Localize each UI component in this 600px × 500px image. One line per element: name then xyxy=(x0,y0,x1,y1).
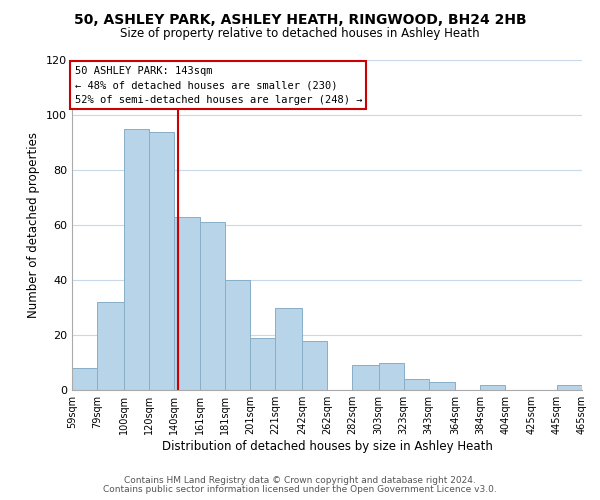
Bar xyxy=(72,368,97,390)
Bar xyxy=(275,308,302,390)
Bar xyxy=(379,362,404,390)
Text: 50 ASHLEY PARK: 143sqm
← 48% of detached houses are smaller (230)
52% of semi-de: 50 ASHLEY PARK: 143sqm ← 48% of detached… xyxy=(74,66,362,105)
Bar xyxy=(250,338,275,390)
Bar xyxy=(557,384,582,390)
Bar xyxy=(149,132,174,390)
Bar xyxy=(302,340,327,390)
Text: Contains HM Land Registry data © Crown copyright and database right 2024.: Contains HM Land Registry data © Crown c… xyxy=(124,476,476,485)
Text: 50, ASHLEY PARK, ASHLEY HEATH, RINGWOOD, BH24 2HB: 50, ASHLEY PARK, ASHLEY HEATH, RINGWOOD,… xyxy=(74,12,526,26)
Text: Size of property relative to detached houses in Ashley Heath: Size of property relative to detached ho… xyxy=(120,28,480,40)
Bar xyxy=(200,222,225,390)
Bar xyxy=(480,384,505,390)
Text: Contains public sector information licensed under the Open Government Licence v3: Contains public sector information licen… xyxy=(103,485,497,494)
Bar xyxy=(352,365,379,390)
Bar xyxy=(97,302,124,390)
Bar xyxy=(429,382,455,390)
Bar xyxy=(225,280,250,390)
Bar xyxy=(404,379,429,390)
Y-axis label: Number of detached properties: Number of detached properties xyxy=(28,132,40,318)
Bar xyxy=(174,217,200,390)
X-axis label: Distribution of detached houses by size in Ashley Heath: Distribution of detached houses by size … xyxy=(161,440,493,453)
Bar xyxy=(124,128,149,390)
